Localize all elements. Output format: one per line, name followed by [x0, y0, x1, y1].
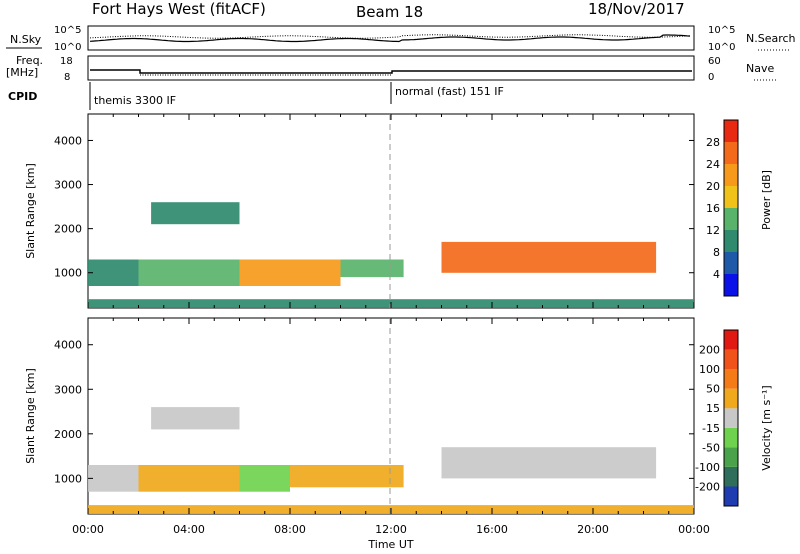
freq-trace: [90, 69, 692, 74]
colorbar-swatch: [724, 369, 738, 389]
freq-tick-left-top: 18: [60, 56, 73, 67]
x-tick-label: 16:00: [476, 523, 508, 536]
colorbar-swatch: [724, 427, 738, 448]
station-title: Fort Hays West (fitACF): [92, 0, 266, 18]
power-colorbar-label: Power [dB]: [760, 170, 773, 230]
beam-title: Beam 18: [356, 3, 423, 21]
y-tick-label: 4000: [54, 339, 82, 352]
heatmap-cell: [441, 241, 657, 273]
heatmap-cell: [239, 259, 341, 286]
heatmap-cell: [88, 465, 139, 492]
heatmap-cell: [88, 259, 139, 286]
colorbar-tick-label: 28: [706, 136, 720, 149]
y-tick-label: 1000: [54, 472, 82, 485]
colorbar-tick-label: 15: [706, 402, 720, 415]
velocity-colorbar: 200 100 50 15 -15 -50 -100 -200: [695, 329, 739, 507]
heatmap-cell: [151, 202, 240, 225]
freq-tick-right-bottom: 0: [708, 72, 714, 83]
heatmap-cell: [441, 447, 657, 479]
colorbar-swatch: [724, 142, 738, 164]
colorbar-tick-label: 12: [706, 224, 720, 237]
colorbar-swatch: [724, 330, 738, 350]
colorbar-swatch: [724, 186, 738, 208]
power-axis: 1000 2000 3000 4000: [54, 114, 695, 308]
colorbar-tick-label: -200: [695, 480, 720, 493]
power-ylabel: Slant Range [km]: [24, 163, 37, 259]
x-tick-label: 12:00: [375, 523, 407, 536]
velocity-ylabel: Slant Range [km]: [24, 368, 37, 464]
colorbar-tick-label: 16: [706, 202, 720, 215]
y-tick-label: 3000: [54, 179, 82, 192]
x-tick-label: 08:00: [274, 523, 306, 536]
heatmap-cell: [151, 407, 240, 430]
velocity-xlabel: Time UT: [367, 538, 413, 551]
x-tick-label: 00:00: [678, 523, 710, 536]
freq-tick-right-top: 60: [708, 56, 721, 67]
colorbar-tick-label: 4: [713, 268, 720, 281]
nsearch-label: N.Search: [746, 32, 796, 45]
nsky-trace: [89, 34, 691, 43]
colorbar-frame: [723, 329, 739, 507]
freq-panel: [87, 55, 695, 81]
date-title: 18/Nov/2017: [588, 0, 685, 18]
colorbar-swatch: [724, 388, 738, 409]
cpid-segment-label: themis 3300 IF: [94, 94, 176, 107]
freq-label: Freq.: [16, 54, 43, 67]
velocity-axis: 1000 2000 3000 4000 00:00 04:00 08:00 12:00 16:0…: [54, 318, 710, 536]
freq-tick-left-bottom: 8: [64, 72, 70, 83]
colorbar-swatch: [724, 349, 738, 370]
y-tick-label: 1000: [54, 267, 82, 280]
heatmap-cell: [138, 259, 240, 286]
colorbar-tick-label: 20: [706, 180, 720, 193]
noise-tick-right-bottom: 10^0: [708, 42, 735, 53]
noise-tick-right-top: 10^5: [708, 25, 735, 36]
x-tick-label: 04:00: [173, 523, 205, 536]
colorbar-swatch: [724, 466, 738, 487]
heatmap-cell: [290, 465, 404, 488]
power-colorbar: 4 8 12 16 20 24 28: [706, 119, 739, 297]
y-tick-label: 2000: [54, 223, 82, 236]
noise-panel: [87, 25, 695, 51]
colorbar-swatch: [724, 208, 738, 230]
nave-label: Nave: [746, 62, 774, 75]
colorbar-tick-label: 100: [699, 363, 720, 376]
colorbar-swatch: [724, 408, 738, 428]
nsky-label: N.Sky: [10, 33, 42, 46]
cpid-segment-label: normal (fast) 151 IF: [395, 85, 504, 98]
y-tick-label: 2000: [54, 428, 82, 441]
x-tick-label: 20:00: [577, 523, 609, 536]
colorbar-tick-label: 24: [706, 158, 720, 171]
y-tick-label: 3000: [54, 383, 82, 396]
colorbar-tick-label: 50: [706, 383, 720, 396]
colorbar-swatch: [724, 447, 738, 467]
freq-unit-label: [MHz]: [6, 66, 38, 79]
colorbar-tick-label: -15: [702, 422, 720, 435]
velocity-colorbar-label: Velocity [m s⁻¹]: [760, 385, 773, 470]
colorbar-swatch: [724, 164, 738, 186]
y-tick-label: 4000: [54, 134, 82, 147]
nsearch-trace: [89, 34, 691, 39]
colorbar-swatch: [724, 274, 738, 296]
colorbar-frame: [723, 119, 739, 297]
colorbar-swatch: [724, 230, 738, 252]
colorbar-swatch: [724, 120, 738, 142]
colorbar-tick-label: -50: [702, 441, 720, 454]
colorbar-tick-label: 200: [699, 344, 720, 357]
heatmap-cell: [239, 465, 290, 492]
colorbar-tick-label: 8: [713, 246, 720, 259]
colorbar-swatch: [724, 486, 738, 506]
heatmap-cell: [340, 259, 404, 278]
cpid-label: CPID: [8, 90, 37, 103]
colorbar-tick-label: -100: [695, 461, 720, 474]
noise-tick-left-bottom: 10^0: [54, 42, 81, 53]
x-tick-label: 00:00: [72, 523, 104, 536]
colorbar-swatch: [724, 252, 738, 274]
heatmap-cell: [138, 465, 240, 492]
noise-tick-left-top: 10^5: [54, 25, 81, 36]
